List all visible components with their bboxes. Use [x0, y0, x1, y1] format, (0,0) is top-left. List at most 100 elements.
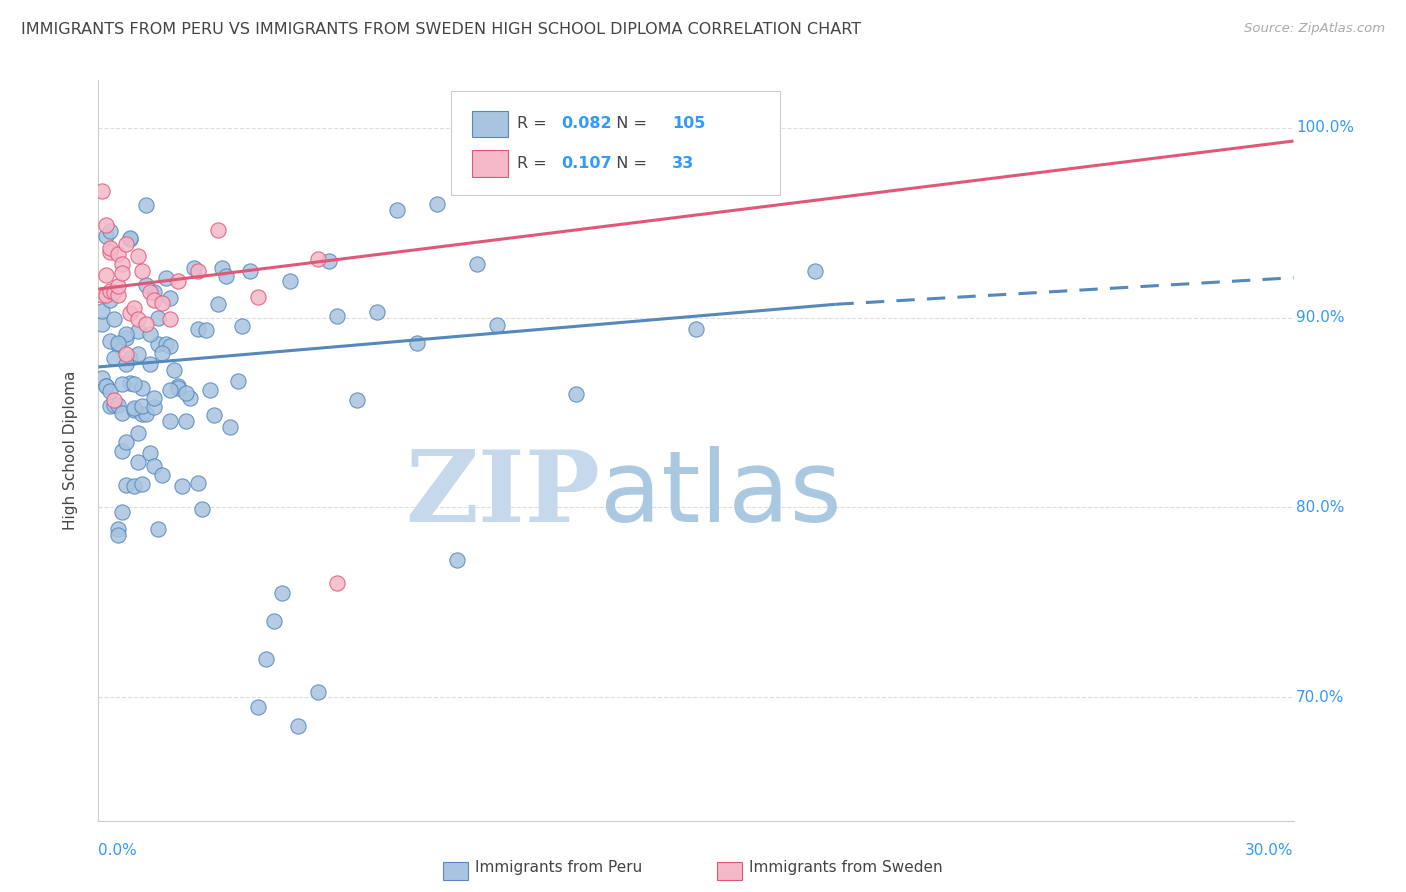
- Point: [159, 291, 181, 305]
- Point: [124, 403, 146, 417]
- Y-axis label: High School Diploma: High School Diploma: [63, 371, 77, 530]
- Point: [91, 317, 114, 331]
- Point: [96, 218, 118, 232]
- Point: [98, 334, 122, 348]
- Text: IMMIGRANTS FROM PERU VS IMMIGRANTS FROM SWEDEN HIGH SCHOOL DIPLOMA CORRELATION C: IMMIGRANTS FROM PERU VS IMMIGRANTS FROM …: [21, 22, 862, 37]
- Point: [139, 446, 162, 460]
- Point: [120, 232, 142, 246]
- Point: [120, 351, 142, 366]
- Point: [96, 288, 118, 302]
- Point: [150, 296, 173, 310]
- Text: ZIP: ZIP: [405, 446, 600, 543]
- Text: 0.082: 0.082: [561, 117, 612, 131]
- Point: [172, 479, 194, 493]
- Point: [148, 310, 170, 325]
- Point: [135, 407, 157, 421]
- Point: [115, 331, 138, 345]
- Point: [159, 414, 181, 428]
- Point: [107, 278, 129, 293]
- Text: R =: R =: [517, 156, 551, 170]
- Point: [115, 357, 138, 371]
- Text: atlas: atlas: [600, 446, 842, 543]
- Point: [287, 719, 309, 733]
- Point: [98, 244, 122, 259]
- Point: [150, 467, 173, 482]
- Point: [346, 392, 368, 407]
- Point: [124, 478, 146, 492]
- Text: 0.107: 0.107: [561, 156, 612, 170]
- Point: [207, 297, 229, 311]
- Point: [148, 337, 170, 351]
- Point: [385, 202, 409, 217]
- Point: [131, 399, 153, 413]
- Point: [91, 304, 114, 318]
- Point: [103, 312, 125, 326]
- Point: [127, 249, 149, 263]
- Point: [139, 357, 162, 371]
- Point: [111, 505, 134, 519]
- Point: [107, 247, 129, 261]
- Point: [406, 335, 429, 350]
- Point: [219, 420, 242, 434]
- Point: [143, 293, 166, 307]
- Point: [804, 264, 827, 278]
- Point: [167, 379, 190, 393]
- Point: [91, 184, 114, 198]
- Point: [167, 274, 190, 288]
- Text: 100.0%: 100.0%: [1296, 120, 1354, 136]
- Point: [150, 346, 173, 360]
- Point: [120, 306, 142, 320]
- Point: [366, 305, 388, 319]
- Point: [155, 337, 177, 351]
- Point: [143, 459, 166, 474]
- Point: [111, 258, 134, 272]
- Point: [131, 381, 153, 395]
- Point: [127, 311, 149, 326]
- Point: [179, 392, 201, 406]
- Point: [318, 254, 340, 268]
- Point: [159, 339, 181, 353]
- Point: [96, 379, 118, 393]
- Point: [111, 444, 134, 458]
- Text: N =: N =: [606, 117, 652, 131]
- Point: [96, 268, 118, 282]
- Point: [124, 301, 146, 316]
- Point: [107, 337, 129, 351]
- Point: [485, 318, 508, 333]
- Point: [124, 401, 146, 416]
- Point: [226, 375, 249, 389]
- Point: [107, 335, 129, 350]
- Point: [565, 387, 588, 401]
- Point: [111, 266, 134, 280]
- Text: 30.0%: 30.0%: [1246, 844, 1294, 858]
- Point: [107, 287, 129, 301]
- Point: [231, 319, 253, 334]
- Text: 0.0%: 0.0%: [98, 844, 138, 858]
- Text: N =: N =: [606, 156, 652, 170]
- Point: [127, 325, 149, 339]
- Point: [135, 317, 157, 331]
- Point: [103, 392, 125, 407]
- Point: [198, 384, 221, 398]
- Point: [246, 699, 269, 714]
- Point: [246, 289, 269, 303]
- Point: [174, 385, 197, 400]
- Point: [131, 408, 153, 422]
- Point: [115, 347, 138, 361]
- Point: [135, 197, 157, 211]
- Point: [131, 264, 153, 278]
- Point: [111, 376, 134, 391]
- Text: 105: 105: [672, 117, 706, 131]
- Text: 33: 33: [672, 156, 695, 170]
- Point: [163, 363, 186, 377]
- Point: [239, 263, 262, 277]
- Point: [195, 323, 218, 337]
- Point: [124, 376, 146, 391]
- Text: Source: ZipAtlas.com: Source: ZipAtlas.com: [1244, 22, 1385, 36]
- Point: [159, 312, 181, 326]
- Point: [465, 257, 488, 271]
- Point: [127, 455, 149, 469]
- Point: [270, 586, 292, 600]
- Point: [426, 197, 449, 211]
- Point: [91, 288, 114, 302]
